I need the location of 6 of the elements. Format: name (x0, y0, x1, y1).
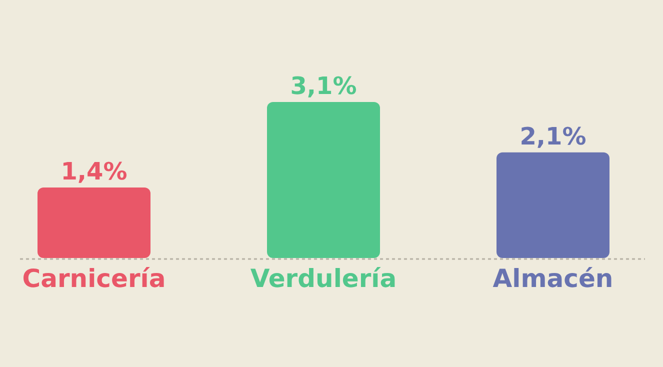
x-tick-label: Verdulería (250, 264, 397, 293)
data-label: 2,1% (520, 122, 586, 150)
x-tick-label: Carnicería (22, 264, 166, 293)
data-label: 3,1% (290, 72, 357, 100)
x-tick-label: Almacén (492, 264, 614, 293)
data-label: 1,4% (60, 158, 128, 186)
